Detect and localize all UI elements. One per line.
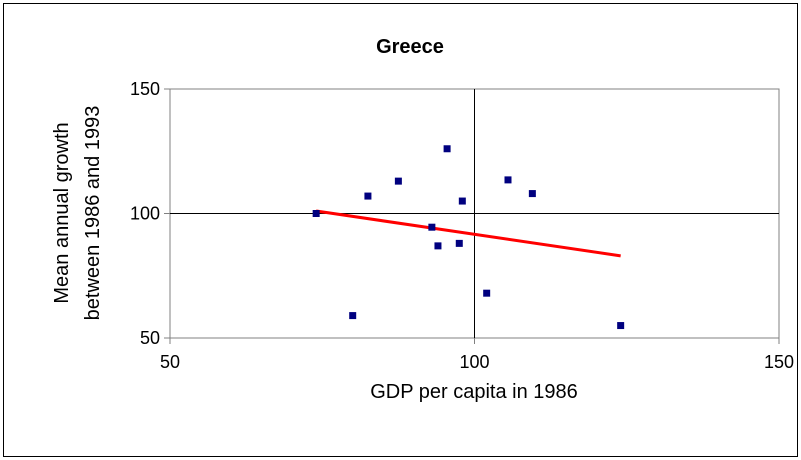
data-point [528, 190, 536, 198]
y-tick-label: 50 [140, 328, 160, 348]
data-points [312, 145, 625, 330]
chart-title: Greece [376, 36, 444, 58]
data-point [394, 177, 402, 185]
data-point [349, 312, 357, 320]
y-axis-label-line-1: Mean annual growth [51, 122, 73, 303]
x-tick-label: 150 [764, 352, 794, 372]
y-tick-label: 100 [130, 204, 160, 224]
x-tick-labels: 50 100 150 [160, 352, 794, 372]
data-point [434, 242, 442, 250]
data-point [443, 145, 451, 153]
data-point [483, 289, 491, 297]
gridlines [170, 89, 779, 338]
data-point [455, 239, 463, 247]
data-point [617, 322, 625, 330]
data-point [312, 210, 320, 217]
data-point [364, 192, 372, 200]
data-point [428, 223, 436, 231]
x-axis-label: GDP per capita in 1986 [370, 381, 578, 403]
axis-ticks [164, 88, 780, 344]
x-tick-label: 50 [160, 352, 180, 372]
data-point [458, 197, 466, 205]
x-tick-label: 100 [459, 352, 489, 372]
y-axis-label-line-2: between 1986 and 1993 [82, 106, 104, 321]
data-point [504, 176, 512, 184]
trendline [315, 209, 621, 258]
trendline-group [315, 209, 621, 258]
y-tick-labels: 50 100 150 [130, 79, 160, 348]
y-tick-label: 150 [130, 79, 160, 99]
